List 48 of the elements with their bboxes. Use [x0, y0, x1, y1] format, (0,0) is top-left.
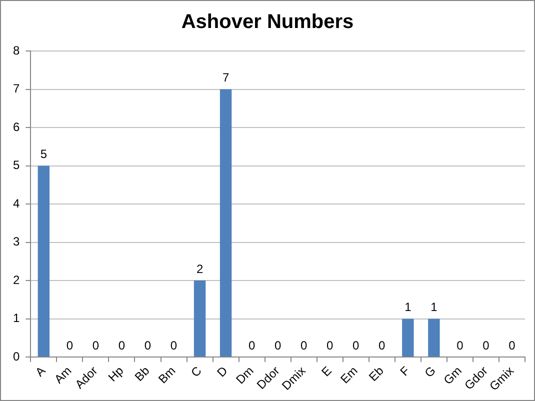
data-label: 0: [66, 338, 74, 352]
x-tick-label: G: [422, 364, 438, 380]
data-label: 7: [222, 70, 230, 85]
x-tick-label: Bm: [156, 364, 178, 386]
x-tick-label: A: [32, 364, 48, 380]
y-tick-label: 5: [12, 158, 20, 172]
data-label: 0: [144, 338, 152, 352]
x-tick-label: E: [318, 364, 334, 380]
data-label: 0: [170, 338, 178, 352]
x-tick-label: Am: [52, 364, 74, 386]
data-label: 1: [404, 300, 412, 314]
data-label: 0: [118, 338, 126, 352]
y-tick-label: 1: [12, 311, 20, 326]
bar: [402, 318, 414, 357]
data-label: 0: [248, 338, 256, 352]
x-tick-label: Dm: [233, 364, 256, 387]
data-label: 1: [430, 300, 438, 314]
y-tick-label: 6: [12, 120, 20, 134]
bar: [194, 280, 206, 357]
x-tick-label: Bb: [132, 363, 152, 384]
data-label: 0: [274, 338, 282, 352]
x-tick-label: D: [214, 363, 230, 380]
data-label: 0: [378, 338, 386, 352]
x-tick-label: Hp: [105, 363, 126, 384]
chart-title: Ashover Numbers: [180, 11, 355, 34]
y-tick-label: 7: [12, 82, 20, 96]
data-label: 0: [508, 338, 516, 352]
x-tick-label: Gm: [440, 364, 464, 388]
data-label: 0: [352, 338, 360, 352]
bar: [38, 166, 50, 357]
data-label: 5: [40, 147, 48, 162]
data-label: 0: [456, 338, 464, 352]
x-tick-label: F: [397, 364, 412, 379]
x-tick-label: Eb: [366, 363, 387, 384]
y-tick-label: 3: [12, 234, 20, 249]
data-label: 0: [300, 338, 308, 352]
bar: [428, 318, 440, 357]
data-label: 0: [92, 338, 100, 352]
data-label: 0: [326, 338, 334, 352]
x-tick-label: Em: [338, 364, 360, 386]
y-tick-label: 8: [12, 43, 20, 58]
data-label: 2: [196, 262, 204, 276]
y-tick-label: 2: [12, 272, 20, 287]
y-tick-label: 0: [12, 349, 20, 364]
x-tick-label: C: [188, 363, 204, 380]
data-label: 0: [482, 338, 490, 352]
bar: [220, 89, 232, 357]
y-tick-label: 4: [12, 196, 20, 210]
